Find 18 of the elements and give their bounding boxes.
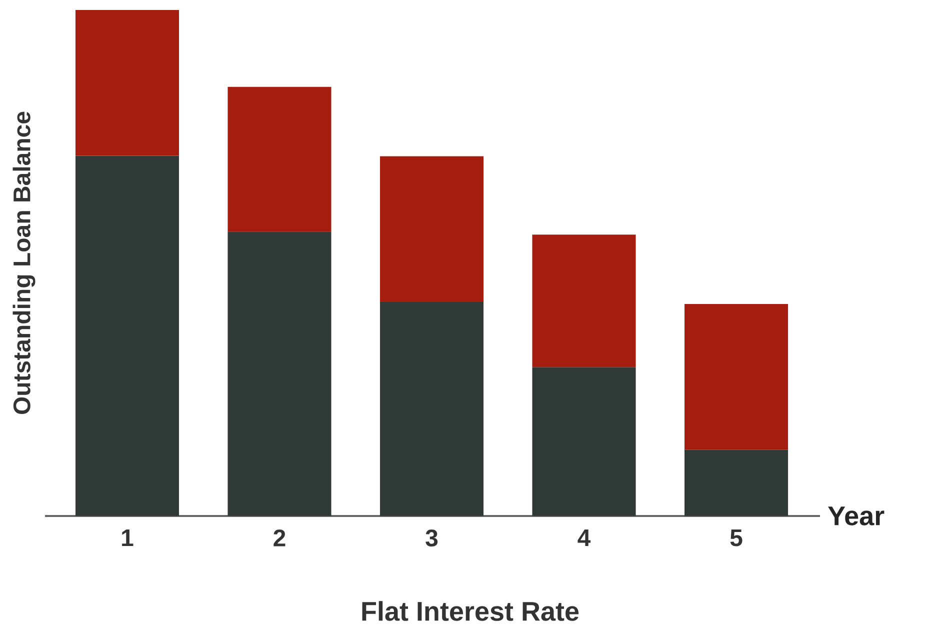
x-tick-label: 5 <box>730 530 742 546</box>
bar <box>228 86 332 232</box>
bar <box>380 302 484 516</box>
x-axis-title: Year <box>828 506 884 526</box>
y-axis-title: Outstanding Loan Balance <box>12 112 36 414</box>
x-tick-label: 3 <box>426 530 438 547</box>
bar <box>684 450 788 516</box>
bar <box>75 156 179 516</box>
bar <box>75 10 179 156</box>
bar <box>684 304 788 450</box>
bar <box>380 156 484 302</box>
x-tick-label: 2 <box>274 530 286 546</box>
bar <box>532 234 636 368</box>
bar <box>228 232 332 516</box>
bar <box>532 367 636 516</box>
x-tick-label: 4 <box>578 530 591 546</box>
x-tick-label: 1 <box>122 530 134 546</box>
text: Flat Interest Rate <box>362 601 579 621</box>
